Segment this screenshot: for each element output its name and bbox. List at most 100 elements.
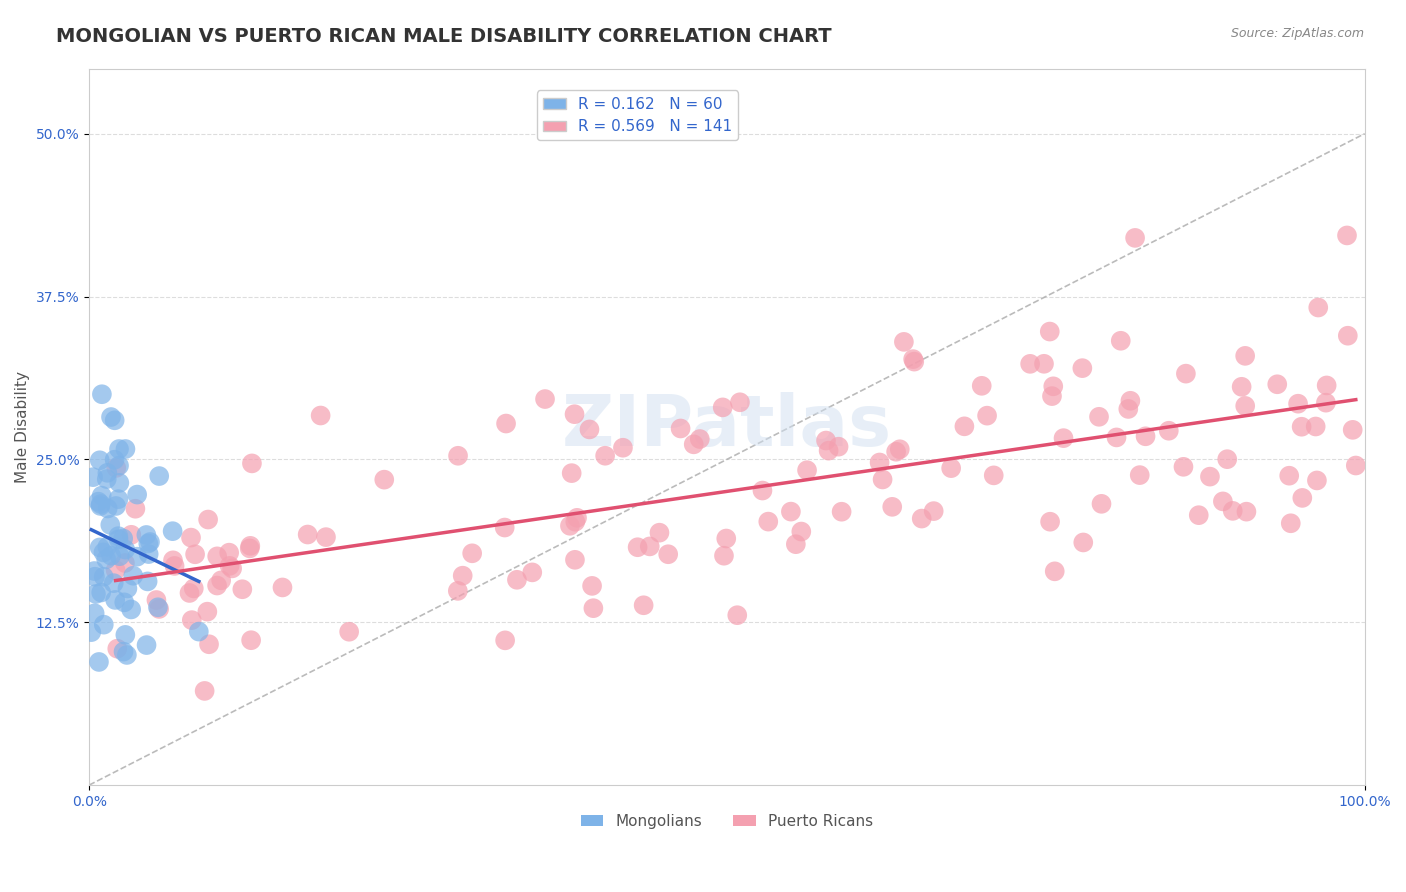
Point xyxy=(1234,399,1257,413)
Point xyxy=(1042,379,1064,393)
Point xyxy=(104,563,127,577)
Point xyxy=(817,443,839,458)
Point xyxy=(90,497,112,511)
Point xyxy=(309,409,332,423)
Point xyxy=(89,453,111,467)
Point xyxy=(911,511,934,525)
Point xyxy=(1071,361,1094,376)
Point xyxy=(872,473,894,487)
Point xyxy=(1291,491,1313,505)
Point xyxy=(108,442,131,456)
Point xyxy=(240,457,263,471)
Point xyxy=(565,511,588,525)
Point xyxy=(82,470,104,484)
Point xyxy=(882,500,904,514)
Point xyxy=(122,568,145,582)
Point xyxy=(90,387,112,401)
Point xyxy=(893,334,915,349)
Point xyxy=(1199,469,1222,483)
Point xyxy=(239,541,262,556)
Point xyxy=(1212,494,1234,508)
Point xyxy=(231,582,253,597)
Point xyxy=(184,547,207,561)
Point xyxy=(1230,380,1253,394)
Point xyxy=(180,613,202,627)
Point xyxy=(112,645,135,659)
Point xyxy=(162,553,184,567)
Point xyxy=(84,587,107,601)
Point xyxy=(127,487,149,501)
Point xyxy=(148,469,170,483)
Point xyxy=(96,540,118,554)
Point xyxy=(612,441,634,455)
Point xyxy=(135,638,157,652)
Point xyxy=(725,608,748,623)
Point xyxy=(90,585,112,599)
Point xyxy=(561,466,583,480)
Point xyxy=(104,593,127,607)
Point xyxy=(534,392,557,406)
Point xyxy=(1306,474,1329,488)
Point xyxy=(107,529,129,543)
Point xyxy=(100,549,122,563)
Point xyxy=(1040,389,1063,403)
Point xyxy=(1316,378,1339,392)
Point xyxy=(1090,497,1112,511)
Point xyxy=(115,648,138,662)
Point xyxy=(1216,452,1239,467)
Point xyxy=(827,440,849,454)
Point xyxy=(1123,231,1146,245)
Point xyxy=(1265,377,1288,392)
Point xyxy=(105,641,128,656)
Point xyxy=(711,401,734,415)
Point xyxy=(1173,459,1195,474)
Point xyxy=(197,512,219,526)
Point xyxy=(1039,515,1062,529)
Point xyxy=(187,624,209,639)
Point xyxy=(98,517,121,532)
Point xyxy=(1341,423,1364,437)
Point xyxy=(93,570,115,584)
Point xyxy=(124,501,146,516)
Point xyxy=(89,499,111,513)
Point xyxy=(495,417,517,431)
Point xyxy=(117,582,139,596)
Point xyxy=(780,505,803,519)
Point xyxy=(1105,430,1128,444)
Point xyxy=(146,600,169,615)
Point xyxy=(112,532,135,546)
Point xyxy=(970,379,993,393)
Point xyxy=(558,518,581,533)
Point xyxy=(114,542,136,557)
Point xyxy=(1236,505,1258,519)
Point xyxy=(1071,535,1094,549)
Point xyxy=(96,466,118,480)
Point xyxy=(1234,349,1257,363)
Point xyxy=(451,568,474,582)
Point xyxy=(114,442,136,456)
Point xyxy=(1188,508,1211,523)
Point xyxy=(96,472,118,486)
Point xyxy=(447,449,470,463)
Point xyxy=(682,437,704,451)
Point xyxy=(209,574,232,588)
Point xyxy=(108,475,131,490)
Point xyxy=(87,655,110,669)
Point xyxy=(114,556,136,570)
Point xyxy=(581,579,603,593)
Point xyxy=(105,461,128,475)
Point xyxy=(593,449,616,463)
Point xyxy=(136,536,159,550)
Point xyxy=(939,461,962,475)
Text: ZIPatlas: ZIPatlas xyxy=(562,392,891,461)
Point xyxy=(84,570,107,584)
Point xyxy=(633,599,655,613)
Point xyxy=(179,586,201,600)
Point xyxy=(1052,431,1074,445)
Point xyxy=(183,582,205,596)
Point xyxy=(97,501,120,516)
Point xyxy=(638,540,661,554)
Point xyxy=(785,537,807,551)
Point xyxy=(120,528,142,542)
Point xyxy=(1157,424,1180,438)
